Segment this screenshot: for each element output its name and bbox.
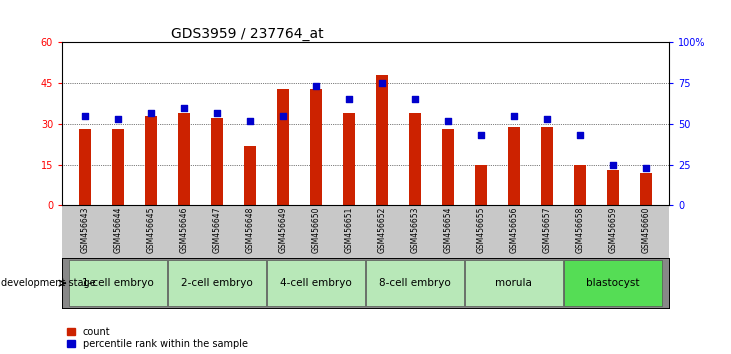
Text: GSM456656: GSM456656: [510, 206, 518, 253]
Bar: [508, 127, 520, 205]
Bar: [574, 165, 586, 205]
Text: blastocyst: blastocyst: [586, 278, 640, 288]
Point: [640, 165, 651, 171]
Bar: [607, 170, 618, 205]
Point: [113, 116, 124, 122]
Text: GSM456651: GSM456651: [344, 206, 354, 253]
Text: GSM456659: GSM456659: [608, 206, 617, 253]
Point: [541, 116, 553, 122]
Point: [80, 113, 91, 119]
Bar: [465, 261, 563, 306]
Text: GSM456643: GSM456643: [80, 206, 90, 253]
Text: morula: morula: [496, 278, 532, 288]
Text: GSM456658: GSM456658: [575, 206, 584, 253]
Bar: [310, 88, 322, 205]
Point: [178, 105, 190, 110]
Bar: [69, 261, 167, 306]
Text: GSM456649: GSM456649: [279, 206, 287, 253]
Bar: [376, 75, 387, 205]
Bar: [267, 261, 366, 306]
Text: 8-cell embryo: 8-cell embryo: [379, 278, 451, 288]
Text: GSM456647: GSM456647: [213, 206, 221, 253]
Point: [244, 118, 256, 124]
Text: 4-cell embryo: 4-cell embryo: [280, 278, 352, 288]
Point: [343, 97, 355, 102]
Point: [475, 132, 487, 138]
Text: GSM456646: GSM456646: [180, 206, 189, 253]
Point: [376, 80, 388, 86]
Point: [607, 162, 618, 167]
Text: GSM456660: GSM456660: [641, 206, 651, 253]
Text: GSM456648: GSM456648: [246, 206, 254, 253]
Text: GSM456652: GSM456652: [377, 206, 387, 253]
Bar: [344, 113, 355, 205]
Bar: [366, 261, 464, 306]
Point: [277, 113, 289, 119]
Point: [508, 113, 520, 119]
Bar: [277, 88, 289, 205]
Text: 2-cell embryo: 2-cell embryo: [181, 278, 253, 288]
Bar: [178, 113, 190, 205]
Bar: [80, 129, 91, 205]
Text: GSM456650: GSM456650: [311, 206, 320, 253]
Legend: count, percentile rank within the sample: count, percentile rank within the sample: [67, 327, 248, 349]
Text: GSM456654: GSM456654: [444, 206, 452, 253]
Text: 1-cell embryo: 1-cell embryo: [83, 278, 154, 288]
Point: [574, 132, 586, 138]
Bar: [475, 165, 487, 205]
Text: GSM456645: GSM456645: [147, 206, 156, 253]
Bar: [640, 173, 651, 205]
Bar: [145, 116, 157, 205]
Bar: [168, 261, 266, 306]
Bar: [541, 127, 553, 205]
Text: development stage: development stage: [1, 278, 95, 288]
Text: GSM456644: GSM456644: [114, 206, 123, 253]
Bar: [442, 129, 454, 205]
Text: GDS3959 / 237764_at: GDS3959 / 237764_at: [171, 28, 324, 41]
Text: GSM456655: GSM456655: [477, 206, 485, 253]
Bar: [564, 261, 662, 306]
Point: [442, 118, 454, 124]
Text: GSM456657: GSM456657: [542, 206, 551, 253]
Bar: [244, 145, 256, 205]
Point: [310, 84, 322, 89]
Bar: [409, 113, 421, 205]
Bar: [211, 119, 223, 205]
Point: [211, 110, 223, 115]
Point: [145, 110, 157, 115]
Text: GSM456653: GSM456653: [411, 206, 420, 253]
Point: [409, 97, 421, 102]
Bar: [113, 129, 124, 205]
